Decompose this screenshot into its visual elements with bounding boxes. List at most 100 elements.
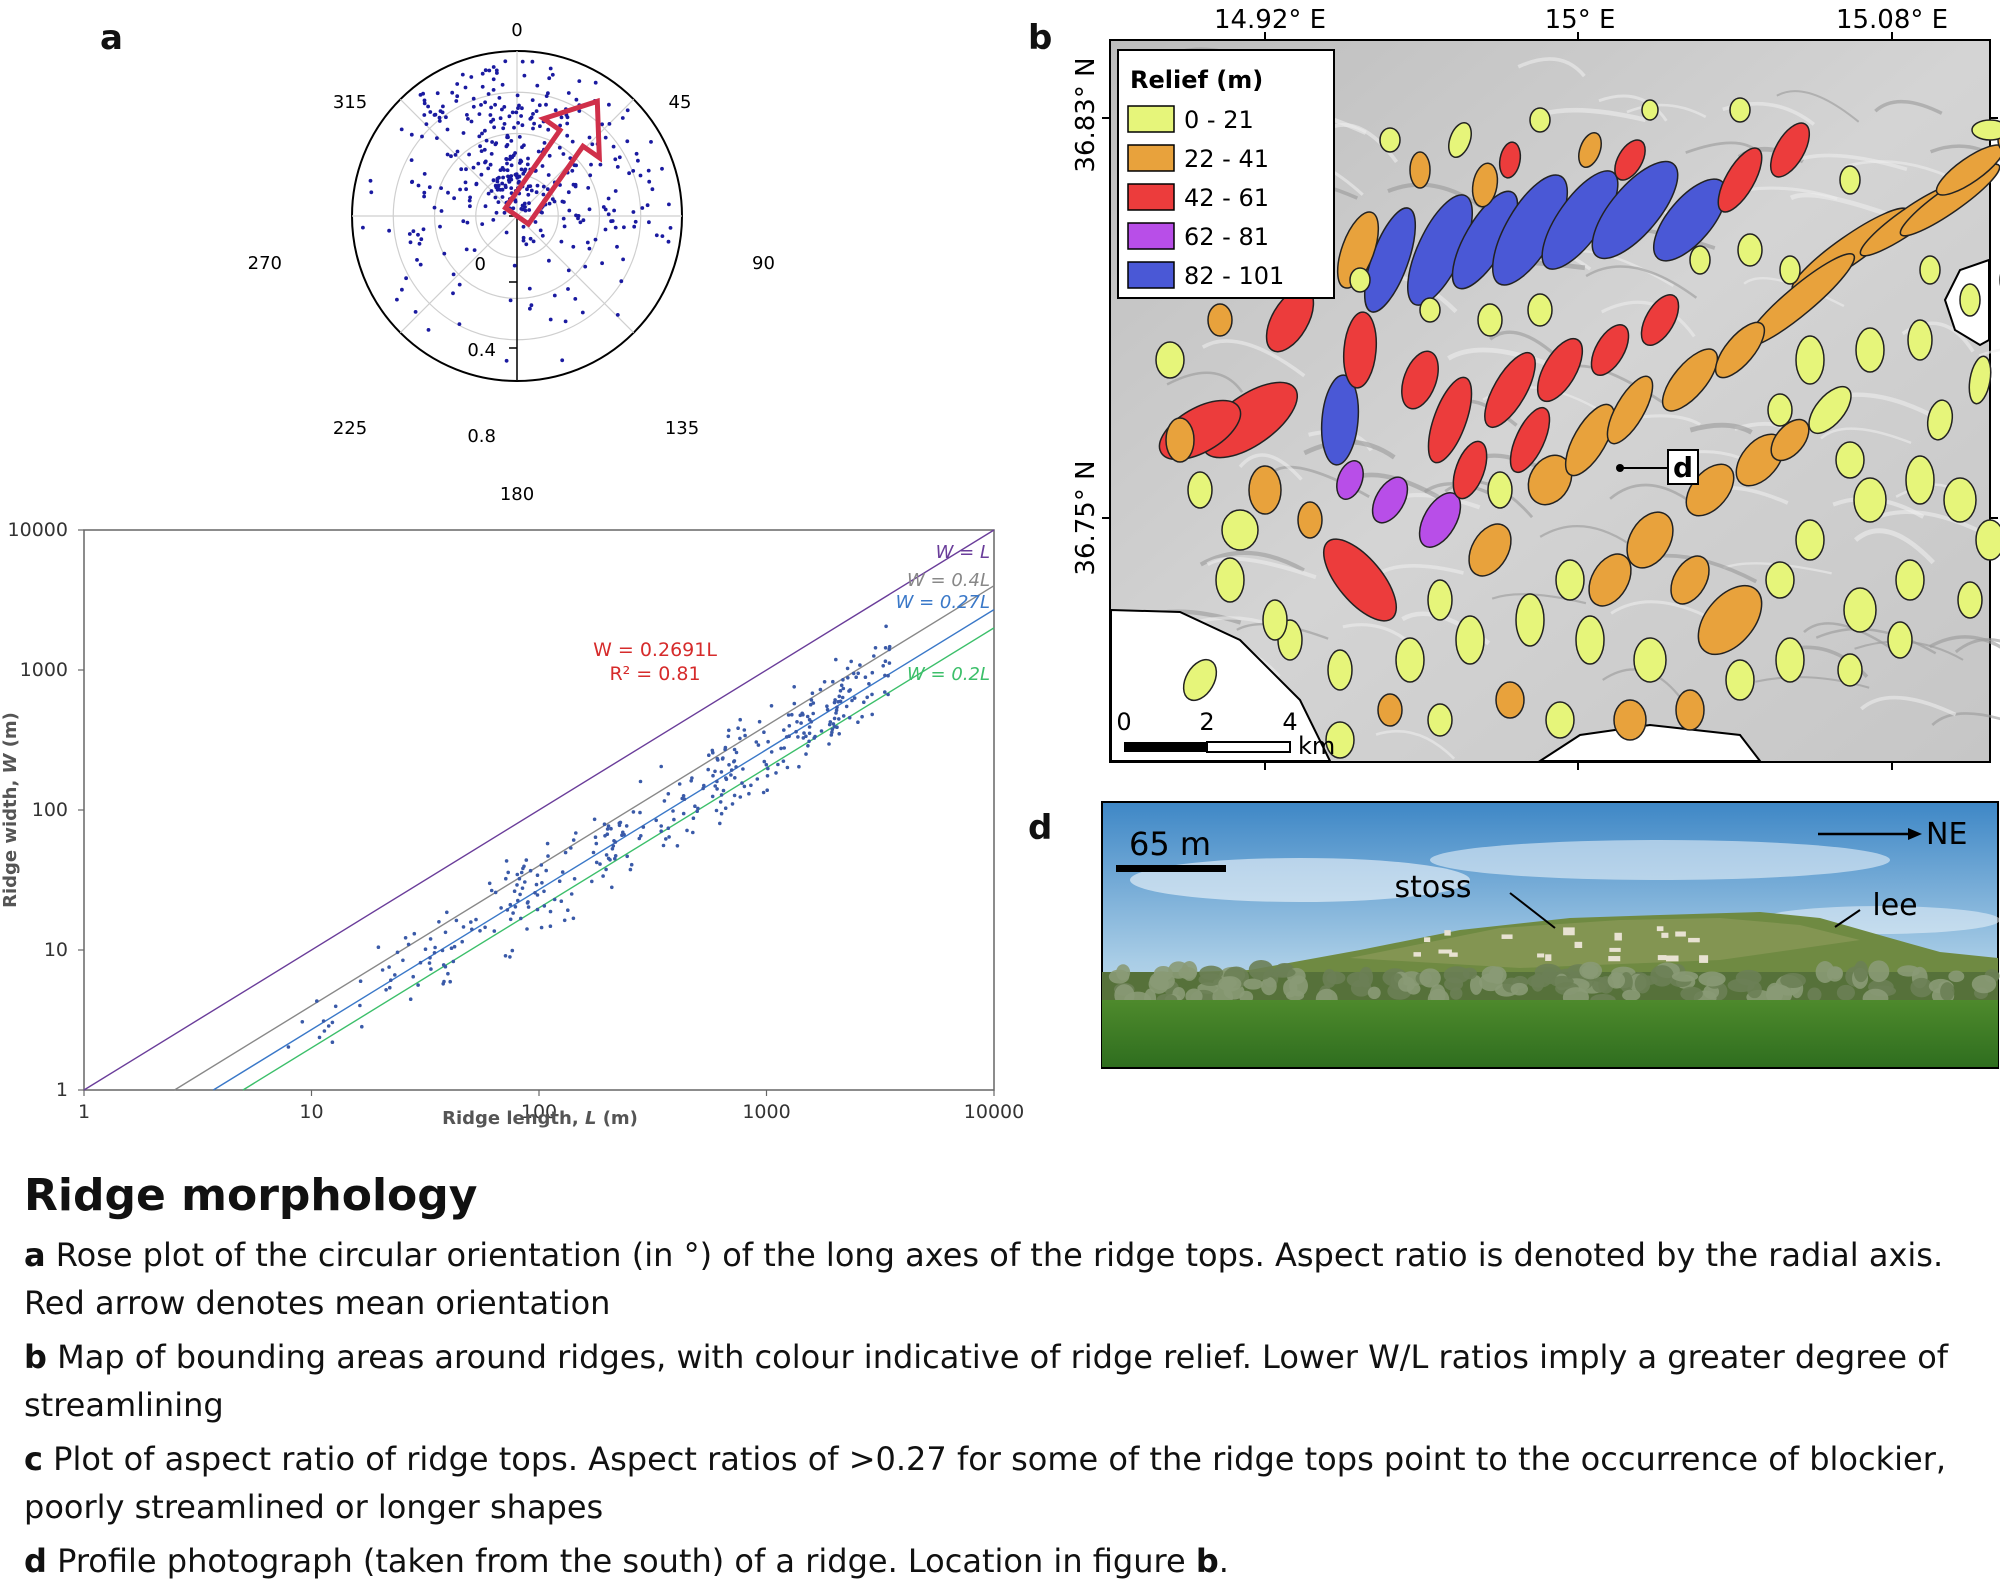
ridge-area xyxy=(1613,699,1647,741)
rose-point xyxy=(567,208,572,213)
ridge-area xyxy=(1839,165,1861,195)
rose-point xyxy=(467,152,471,157)
scatter-point xyxy=(672,817,676,822)
rose-point xyxy=(500,82,505,87)
sea-southwest xyxy=(1110,608,1332,762)
scatter-point xyxy=(562,918,567,923)
ratio-line-label: W = 0.2L xyxy=(907,664,990,685)
scatter-point xyxy=(446,971,450,976)
ridge-area xyxy=(1652,178,1728,262)
scatter-point xyxy=(755,777,760,781)
panel-b-letter: b xyxy=(1028,18,1053,58)
rose-point xyxy=(507,114,512,119)
scatter-point xyxy=(822,680,827,684)
legend-item: 62 - 81 xyxy=(1127,222,1269,251)
rose-point xyxy=(489,152,494,156)
scatter-point xyxy=(508,902,513,907)
rose-point xyxy=(580,310,585,315)
ridge-area xyxy=(1767,393,1793,427)
ridge-area xyxy=(1968,355,1992,405)
ridge-area xyxy=(1661,348,1719,412)
scatter-point xyxy=(801,712,805,717)
lon-label-3: 15.08° E xyxy=(1836,5,1948,35)
scatter-point xyxy=(836,700,840,704)
rose-point xyxy=(536,149,541,154)
rose-point xyxy=(562,200,566,204)
rose-point xyxy=(480,71,485,76)
scatter-point xyxy=(764,762,769,767)
scatter-point xyxy=(887,647,891,652)
rose-label-225: 225 xyxy=(333,418,367,439)
rose-point xyxy=(505,161,509,166)
ridge-area xyxy=(1971,119,2000,141)
rose-point xyxy=(521,238,526,243)
scatter-point xyxy=(732,793,737,798)
rose-label-270: 270 xyxy=(248,253,282,274)
scatter-point xyxy=(714,808,719,813)
ridge-area xyxy=(1498,141,1522,179)
rose-point xyxy=(552,199,557,204)
lat-label-1: 36.83° N xyxy=(1071,57,1101,172)
scatter-point xyxy=(860,714,864,719)
lon-label-2: 15° E xyxy=(1545,5,1616,35)
rose-point xyxy=(566,91,571,95)
scatter-point xyxy=(321,1019,326,1023)
ridge-area xyxy=(1640,294,1680,346)
scatter-point xyxy=(492,929,497,933)
rose-point xyxy=(457,322,462,326)
rose-point xyxy=(526,192,531,197)
rose-point xyxy=(486,92,491,96)
scatter-point xyxy=(440,948,445,953)
y-tick-label: 1000 xyxy=(20,659,68,681)
rose-point xyxy=(527,201,531,206)
rose-point xyxy=(488,113,493,117)
rose-point xyxy=(647,220,651,225)
lon-label-1: 14.92° E xyxy=(1214,5,1326,35)
caption-item-d: d Profile photograph (taken from the sou… xyxy=(24,1542,1229,1580)
rose-point xyxy=(491,77,496,82)
rose-point xyxy=(522,73,527,78)
rose-point xyxy=(453,153,458,157)
rose-point xyxy=(613,225,618,230)
rose-point xyxy=(490,140,494,144)
scatter-point xyxy=(376,945,381,949)
rose-point xyxy=(413,310,418,314)
rose-point xyxy=(440,110,445,115)
ridge-area xyxy=(1905,455,1935,505)
ridge-area xyxy=(1855,327,1885,373)
scatter-point xyxy=(592,817,597,822)
rose-point xyxy=(515,93,520,98)
scatter-point xyxy=(883,690,887,694)
rose-point xyxy=(493,142,498,147)
rose-point xyxy=(561,216,566,221)
rose-point xyxy=(576,216,580,221)
scatter-point xyxy=(769,704,774,708)
rose-point xyxy=(461,131,466,135)
scatter-point xyxy=(671,809,675,813)
ridge-area xyxy=(1371,476,1409,524)
figure-caption: Ridge morphology a Rose plot of the circ… xyxy=(24,1170,1984,1591)
rose-point xyxy=(493,195,498,200)
rose-point xyxy=(559,239,564,244)
ridge-area xyxy=(1427,376,1473,464)
legend-box xyxy=(1117,49,1335,299)
scatter-point xyxy=(779,746,783,751)
ridge-area xyxy=(1495,681,1525,719)
rose-point xyxy=(445,127,450,132)
mean-orientation-arrow xyxy=(502,97,603,228)
scatter-point xyxy=(544,868,548,873)
scatter-point xyxy=(441,982,446,986)
scatter-point xyxy=(711,773,715,778)
scatter-point xyxy=(787,734,791,738)
scatter-point xyxy=(504,859,509,863)
rose-point xyxy=(486,166,491,171)
rose-point xyxy=(540,233,545,238)
scatter-point xyxy=(863,675,868,679)
scatter-point xyxy=(825,704,829,708)
scatter-point xyxy=(505,908,510,912)
ridge-area xyxy=(1336,460,1364,500)
scatter-point xyxy=(448,979,453,984)
ridge-area xyxy=(1468,523,1512,577)
ridge-area xyxy=(1835,441,1865,479)
scatter-point xyxy=(483,925,487,930)
